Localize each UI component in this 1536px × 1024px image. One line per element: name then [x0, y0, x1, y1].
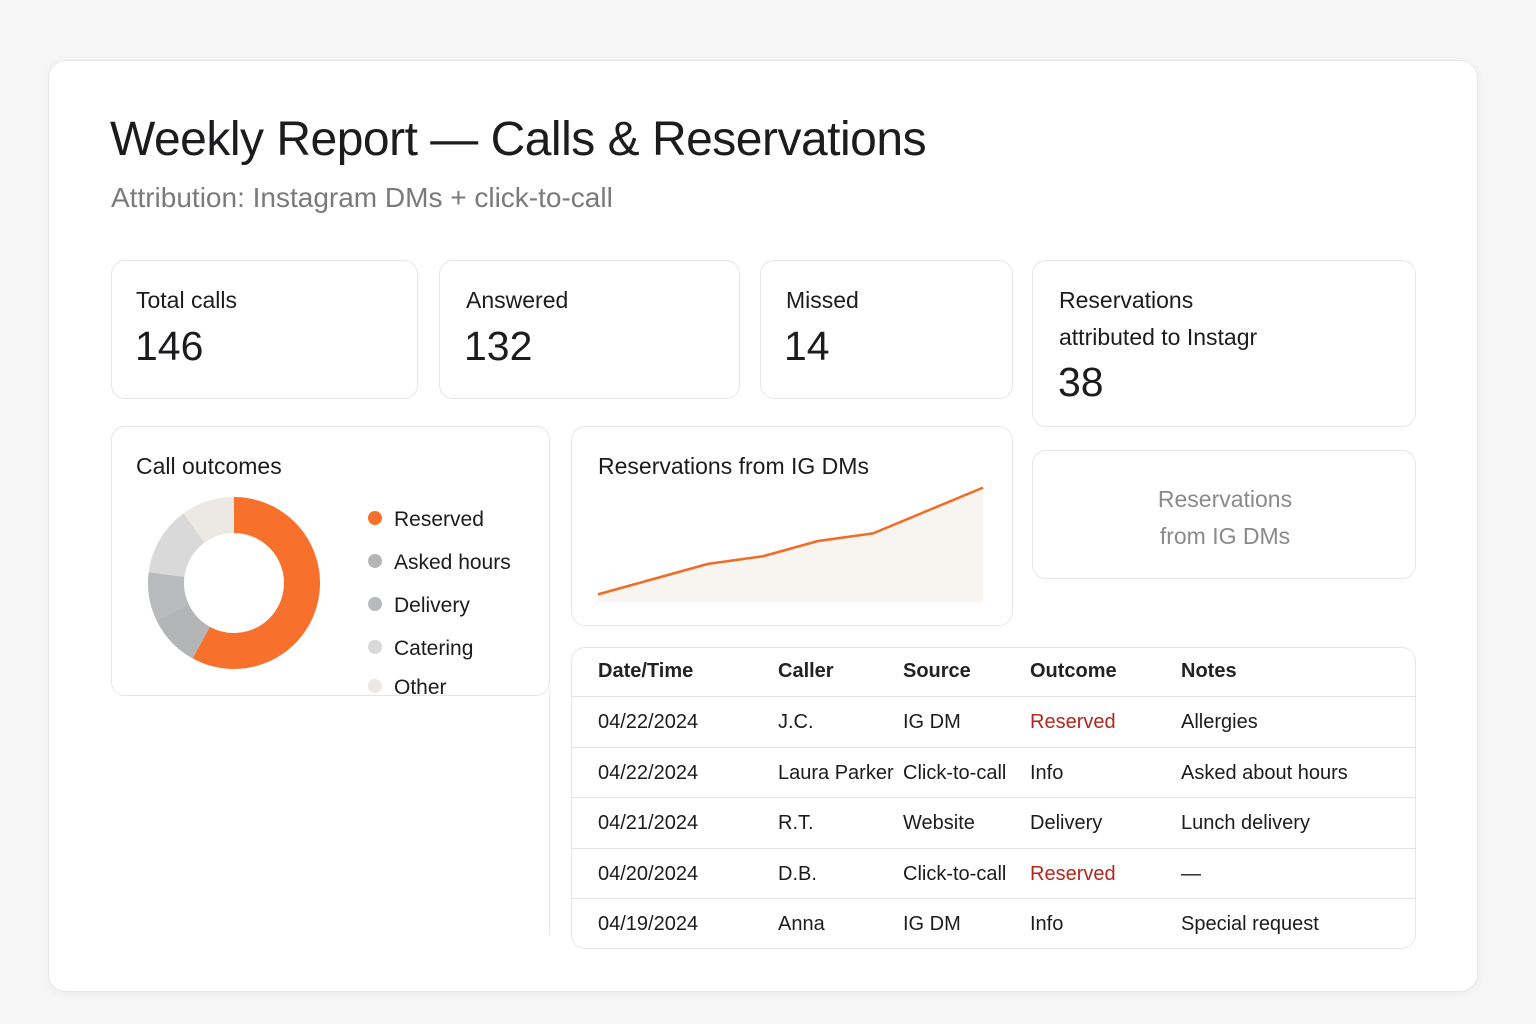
table-cell: Anna	[778, 913, 825, 936]
table-cell: Website	[903, 812, 975, 835]
calls-table: Date/Time Caller Source Outcome Notes 04/22/2…	[571, 647, 1416, 949]
stat-label: Answered	[466, 287, 569, 313]
placeholder-text: Reservations from IG DMs	[1157, 486, 1293, 549]
chart-title: Call outcomes	[136, 453, 282, 479]
donut-card: Call outcomes	[111, 426, 550, 696]
stat-value: 14	[784, 323, 830, 369]
stat-card: Answered 132	[439, 260, 740, 399]
row-divider	[572, 797, 1415, 799]
row-divider	[572, 746, 1415, 748]
report-subtitle: Attribution: Instagram DMs + click-to-ca…	[111, 182, 613, 213]
stat-value: 132	[464, 323, 533, 369]
column-header: Date/Time	[598, 660, 694, 682]
stat-value: 38	[1058, 359, 1104, 405]
table-cell: 04/22/2024	[598, 711, 699, 733]
column-header: Notes	[1181, 660, 1237, 682]
table-cell: Info	[1030, 913, 1064, 936]
table-cell: 04/21/2024	[598, 812, 699, 835]
table-cell: —	[1181, 862, 1201, 885]
report-title: Weekly Report — Calls & Reservations	[110, 113, 927, 166]
stat-card: Reservations attributed to Instagr 38	[1032, 260, 1416, 427]
divider	[549, 690, 550, 935]
table-cell: R.T.	[778, 812, 814, 835]
table-cell: IG DM	[903, 711, 961, 733]
table-cell: Allergies	[1181, 711, 1258, 733]
row-divider	[572, 898, 1415, 900]
table-cell: Reserved	[1030, 711, 1116, 733]
table-cell: Lunch delivery	[1181, 812, 1310, 835]
column-header: Caller	[778, 660, 834, 682]
table-cell: Info	[1030, 761, 1064, 784]
table-cell: 04/20/2024	[598, 862, 699, 885]
table-cell: Special request	[1181, 913, 1319, 936]
stat-card: Total calls 146	[111, 260, 418, 399]
row-divider	[572, 847, 1415, 849]
row-divider	[572, 696, 1415, 697]
placeholder-card: Reservations from IG DMs	[1032, 450, 1416, 579]
table-cell: Laura Parker	[778, 761, 894, 784]
stat-label: Missed	[786, 287, 859, 313]
stat-card: Missed 14	[760, 260, 1013, 399]
table-cell: Click-to-call	[903, 761, 1007, 784]
table-cell: 04/22/2024	[598, 761, 699, 784]
table-cell: 04/19/2024	[598, 913, 699, 936]
stat-label: Reservations attributed to Instagr	[1059, 287, 1258, 350]
column-header: Outcome	[1030, 660, 1117, 682]
table-cell: Click-to-call	[903, 862, 1007, 885]
line-card: Reservations from IG DMs	[571, 426, 1013, 626]
stat-label: Total calls	[136, 287, 237, 313]
table-cell: Asked about hours	[1181, 761, 1348, 784]
stat-value: 146	[135, 323, 204, 369]
chart-title: Reservations from IG DMs	[598, 453, 869, 479]
table-cell: Reserved	[1030, 862, 1116, 885]
table-cell: J.C.	[778, 711, 814, 733]
table-cell: IG DM	[903, 913, 961, 936]
table-cell: D.B.	[778, 862, 817, 885]
column-header: Source	[903, 660, 971, 682]
table-cell: Delivery	[1030, 812, 1103, 835]
